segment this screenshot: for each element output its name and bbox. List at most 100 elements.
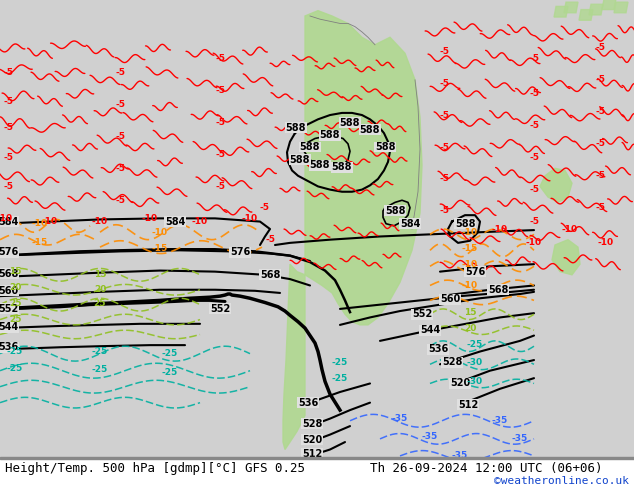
Text: -10: -10	[0, 214, 13, 223]
Text: -35: -35	[512, 434, 528, 443]
Text: -5: -5	[215, 182, 225, 191]
Text: 588: 588	[310, 160, 330, 170]
Text: -25: -25	[92, 365, 108, 374]
Text: -10: -10	[152, 228, 168, 237]
Polygon shape	[0, 458, 634, 490]
Polygon shape	[579, 10, 593, 20]
Text: -5: -5	[215, 86, 225, 95]
Text: -10: -10	[242, 214, 258, 223]
Text: -25: -25	[332, 374, 348, 383]
Text: -25: -25	[162, 368, 178, 377]
Text: 584: 584	[165, 217, 185, 226]
Text: -5: -5	[3, 182, 13, 191]
Text: -10: -10	[492, 224, 508, 234]
Text: 588: 588	[332, 162, 353, 172]
Text: 568: 568	[0, 269, 18, 279]
Text: -35: -35	[452, 451, 468, 461]
Text: -5: -5	[115, 164, 125, 173]
Text: 588: 588	[290, 155, 310, 165]
Text: -10: -10	[92, 217, 108, 226]
Text: -5: -5	[265, 235, 275, 244]
Text: 584: 584	[400, 219, 420, 229]
Text: 576: 576	[465, 267, 485, 277]
Text: 588: 588	[300, 142, 320, 152]
Text: 25: 25	[9, 299, 22, 308]
Text: 560: 560	[440, 294, 460, 304]
Text: -5: -5	[215, 150, 225, 159]
Text: -25: -25	[467, 340, 483, 348]
Text: -5: -5	[440, 174, 450, 183]
Text: -5: -5	[529, 54, 539, 63]
Text: -25: -25	[7, 347, 23, 356]
Text: -5: -5	[3, 123, 13, 132]
Text: 536: 536	[0, 342, 18, 352]
Text: -5: -5	[440, 206, 450, 216]
Text: -35: -35	[422, 432, 438, 441]
Text: 588: 588	[340, 118, 360, 127]
Text: 20: 20	[94, 285, 106, 294]
Text: 25: 25	[9, 315, 22, 324]
Text: -5: -5	[595, 172, 605, 180]
Text: -10: -10	[462, 281, 478, 290]
Text: -15: -15	[462, 244, 478, 253]
Text: -10: -10	[462, 260, 478, 269]
Text: 536: 536	[298, 398, 318, 408]
Text: -25: -25	[7, 364, 23, 373]
Text: 588: 588	[286, 123, 306, 133]
Text: -5: -5	[115, 68, 125, 77]
Polygon shape	[540, 168, 572, 202]
Text: -35: -35	[392, 414, 408, 423]
Text: 552: 552	[412, 309, 432, 319]
Text: 15: 15	[94, 270, 107, 279]
Text: -5: -5	[260, 203, 270, 212]
Text: Th 26-09-2024 12:00 UTC (06+06): Th 26-09-2024 12:00 UTC (06+06)	[370, 462, 602, 475]
Text: 520: 520	[450, 378, 470, 389]
Text: -25: -25	[92, 347, 108, 356]
Text: 15: 15	[463, 308, 476, 317]
Text: 576: 576	[0, 247, 18, 257]
Text: -30: -30	[467, 377, 483, 386]
Text: -5: -5	[529, 153, 539, 162]
Text: -5: -5	[440, 143, 450, 151]
Polygon shape	[614, 2, 628, 13]
Polygon shape	[589, 4, 603, 15]
Polygon shape	[602, 0, 616, 10]
Text: -10: -10	[192, 217, 208, 226]
Text: -15: -15	[152, 244, 168, 253]
Text: -5: -5	[595, 75, 605, 84]
Polygon shape	[564, 2, 578, 13]
Text: -10: -10	[526, 238, 542, 247]
Text: 568: 568	[488, 285, 508, 295]
Text: 536: 536	[428, 344, 448, 354]
Text: 560: 560	[0, 286, 18, 296]
Text: -10: -10	[598, 238, 614, 247]
Text: -10: -10	[462, 228, 478, 237]
Text: 588: 588	[320, 130, 340, 140]
Text: 520: 520	[302, 435, 322, 445]
Text: 552: 552	[210, 304, 230, 314]
Text: -5: -5	[115, 132, 125, 141]
Text: 528: 528	[442, 357, 462, 367]
Text: -5: -5	[529, 217, 539, 226]
Text: 576: 576	[230, 247, 250, 257]
Text: -35: -35	[492, 416, 508, 425]
Text: 20: 20	[9, 283, 21, 292]
Text: 512: 512	[302, 449, 322, 459]
Text: -10: -10	[142, 214, 158, 223]
Text: -5: -5	[440, 78, 450, 88]
Text: 20: 20	[464, 323, 476, 333]
Text: -5: -5	[595, 44, 605, 52]
Polygon shape	[0, 457, 634, 459]
Text: 512: 512	[458, 400, 478, 410]
Text: 544: 544	[420, 325, 440, 335]
Text: -5: -5	[595, 203, 605, 212]
Text: 588: 588	[385, 206, 405, 216]
Text: -5: -5	[3, 153, 13, 162]
Text: -5: -5	[215, 118, 225, 127]
Polygon shape	[552, 240, 580, 275]
Text: Height/Temp. 500 hPa [gdmp][°C] GFS 0.25: Height/Temp. 500 hPa [gdmp][°C] GFS 0.25	[5, 462, 305, 475]
Text: -25: -25	[332, 358, 348, 367]
Text: 25: 25	[94, 299, 107, 308]
Text: -10: -10	[32, 219, 48, 228]
Text: -5: -5	[3, 97, 13, 106]
